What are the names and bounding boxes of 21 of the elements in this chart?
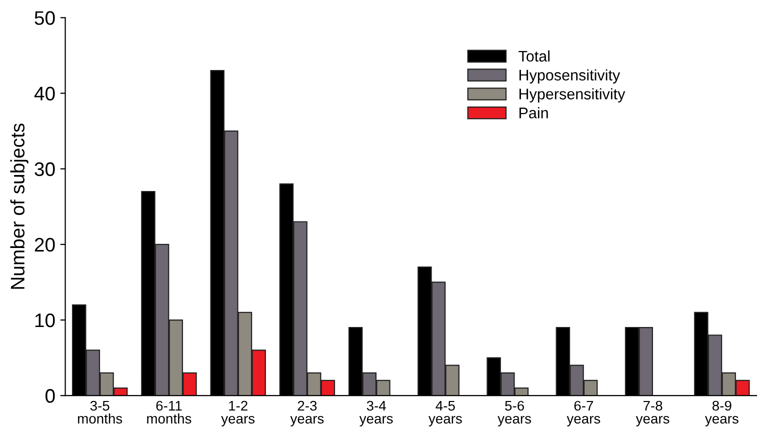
y-tick-label: 0 — [46, 389, 55, 403]
x-tick-label: 3-5 months — [78, 400, 122, 424]
x-tick-label: 4-5 years — [428, 400, 462, 426]
y-tick-label: 50 — [34, 11, 55, 25]
legend-label: Hyposensitivity — [520, 69, 620, 84]
x-tick-label: 6-7 years — [566, 400, 600, 426]
x-tick-label: 2-3 years — [290, 400, 324, 426]
x-tick-label: 6-11 months — [147, 400, 192, 424]
y-axis-title: Number of subjects — [10, 124, 28, 289]
legend-label: Total — [518, 50, 550, 62]
y-tick-label: 20 — [34, 238, 55, 252]
legend-label: Pain — [520, 107, 548, 118]
x-tick-label: 1-2 years — [221, 400, 255, 426]
legend-label: Hypersensitivity — [520, 88, 626, 102]
x-tick-label: 7-8 years — [636, 400, 670, 426]
y-tick-label: 30 — [34, 162, 55, 176]
x-tick-label: 5-6 years — [498, 400, 532, 426]
y-tick-label: 40 — [34, 86, 55, 100]
y-tick-label: 10 — [35, 313, 55, 328]
x-tick-label: 3-4 years — [359, 400, 393, 426]
x-tick-label: 8-9 years — [704, 400, 738, 426]
